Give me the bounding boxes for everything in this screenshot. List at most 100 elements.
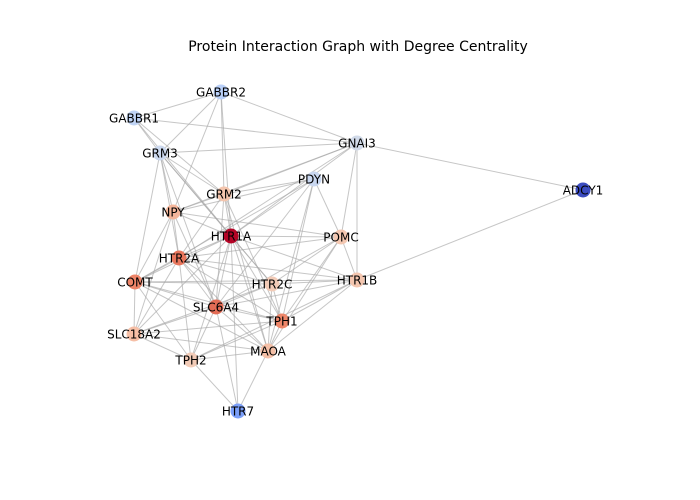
node-label-pomc: POMC	[323, 231, 358, 245]
edge-gabbr1-gnai3	[133, 117, 358, 144]
edge-npy-htr1a	[172, 211, 232, 237]
edge-htr1a-htr2c	[230, 235, 273, 285]
edge-htr2a-comt	[134, 257, 180, 283]
node-label-htr2a: HTR2A	[159, 252, 200, 266]
edge-htr1a-pomc	[230, 235, 342, 238]
edge-htr2c-htr1b	[271, 279, 358, 285]
node-label-gabbr2: GABBR2	[196, 86, 246, 100]
edge-grm2-htr2a	[178, 193, 225, 259]
edge-gabbr2-npy	[172, 91, 222, 213]
edge-maoa-htr7	[237, 350, 269, 412]
node-tph2	[183, 352, 199, 368]
edge-htr1b-tph1	[281, 279, 358, 322]
edge-comt-tph1	[134, 281, 283, 322]
edge-gabbr2-grm2	[220, 91, 225, 195]
node-label-npy: NPY	[161, 206, 185, 220]
node-grm2	[216, 186, 232, 202]
edge-htr1a-htr7	[230, 235, 239, 412]
edge-htr1a-tph2	[190, 235, 232, 361]
edge-slc6a4-tph1	[215, 306, 283, 322]
label-layer: GABBR2 GABBR1 GRM3 GNAI3 PDYN ADCY1 GRM2 NPY HTR…	[107, 86, 603, 419]
edge-htr1a-slc6a4	[215, 235, 232, 308]
edge-pomc-htr1b	[340, 236, 358, 281]
node-label-slc18a2: SLC18A2	[107, 328, 161, 342]
node-label-htr1b: HTR1B	[337, 274, 378, 288]
edge-htr1b-tph2	[190, 279, 358, 361]
edge-gnai3-adcy1	[356, 142, 584, 191]
edge-htr2a-maoa	[178, 257, 269, 352]
edge-pdyn-pomc	[313, 178, 342, 238]
edge-gnai3-pomc	[340, 142, 358, 238]
node-label-tph2: TPH2	[174, 354, 206, 368]
node-label-slc6a4: SLC6A4	[193, 301, 239, 315]
edge-pomc-slc6a4	[215, 236, 342, 308]
edge-htr2c-maoa	[267, 283, 273, 352]
edge-pdyn-slc6a4	[215, 178, 315, 308]
edge-adcy1-htr1b	[356, 189, 584, 281]
edge-comt-slc6a4	[134, 281, 217, 308]
edge-htr2a-slc18a2	[133, 257, 180, 335]
edge-gnai3-npy	[172, 142, 358, 213]
edge-gnai3-htr2a	[178, 142, 358, 259]
node-label-comt: COMT	[117, 276, 153, 290]
edge-gabbr1-grm2	[133, 117, 225, 195]
node-gabbr2	[213, 84, 229, 100]
node-grm3	[152, 145, 168, 161]
edge-pdyn-htr1a	[230, 178, 315, 237]
edge-htr1a-htr1b	[230, 235, 358, 281]
node-slc18a2	[126, 326, 142, 342]
edge-grm2-maoa	[223, 193, 269, 352]
edge-htr1b-slc6a4	[215, 279, 358, 308]
edge-gabbr2-gnai3	[220, 91, 358, 144]
edge-comt-slc18a2	[133, 281, 136, 335]
node-label-htr2c: HTR2C	[252, 278, 293, 292]
edge-gabbr2-gabbr1	[133, 91, 222, 119]
node-layer	[126, 84, 591, 419]
node-tph1	[274, 313, 290, 329]
edge-slc6a4-tph2	[190, 306, 217, 361]
node-htr2a	[171, 250, 187, 266]
node-label-tph1: TPH1	[265, 315, 297, 329]
edge-npy-pomc	[172, 211, 342, 238]
edge-htr2a-tph1	[178, 257, 283, 322]
node-htr1a	[223, 228, 239, 244]
edge-npy-htr2a	[172, 211, 180, 259]
edge-slc6a4-htr7	[215, 306, 239, 412]
edge-slc18a2-tph2	[133, 333, 192, 361]
edge-pdyn-tph1	[281, 178, 315, 322]
node-label-adcy1: ADCY1	[563, 184, 604, 198]
node-slc6a4	[208, 299, 224, 315]
edge-slc18a2-maoa	[133, 333, 269, 352]
edge-grm2-tph1	[223, 193, 283, 322]
edge-grm2-slc6a4	[215, 193, 225, 308]
edge-slc6a4-slc18a2	[133, 306, 217, 335]
edge-htr2a-htr2c	[178, 257, 273, 285]
edge-grm3-gnai3	[159, 142, 358, 154]
edge-pdyn-grm2	[223, 178, 315, 195]
node-adcy1	[575, 182, 591, 198]
node-label-htr7: HTR7	[222, 405, 254, 419]
node-label-grm2: GRM2	[206, 188, 242, 202]
edge-comt-htr1b	[134, 279, 358, 283]
edge-comt-htr2c	[134, 281, 273, 285]
edge-slc6a4-maoa	[215, 306, 269, 352]
edge-pomc-tph1	[281, 236, 342, 322]
node-comt	[127, 274, 143, 290]
node-htr7	[230, 403, 246, 419]
edge-grm2-npy	[172, 193, 225, 213]
node-gabbr1	[126, 110, 142, 126]
edge-pomc-htr2c	[271, 236, 342, 285]
node-pomc	[333, 229, 349, 245]
node-gnai3	[349, 135, 365, 151]
edge-tph1-tph2	[190, 320, 283, 361]
edge-htr1b-maoa	[267, 279, 358, 352]
edge-grm3-grm2	[159, 152, 225, 195]
node-label-pdyn: PDYN	[298, 173, 330, 187]
node-label-grm3: GRM3	[142, 147, 178, 161]
edge-gnai3-htr1a	[230, 142, 358, 237]
edge-grm3-comt	[134, 152, 161, 283]
edge-layer	[133, 91, 584, 412]
edge-comt-tph2	[134, 281, 192, 361]
edge-gabbr2-grm3	[159, 91, 222, 154]
